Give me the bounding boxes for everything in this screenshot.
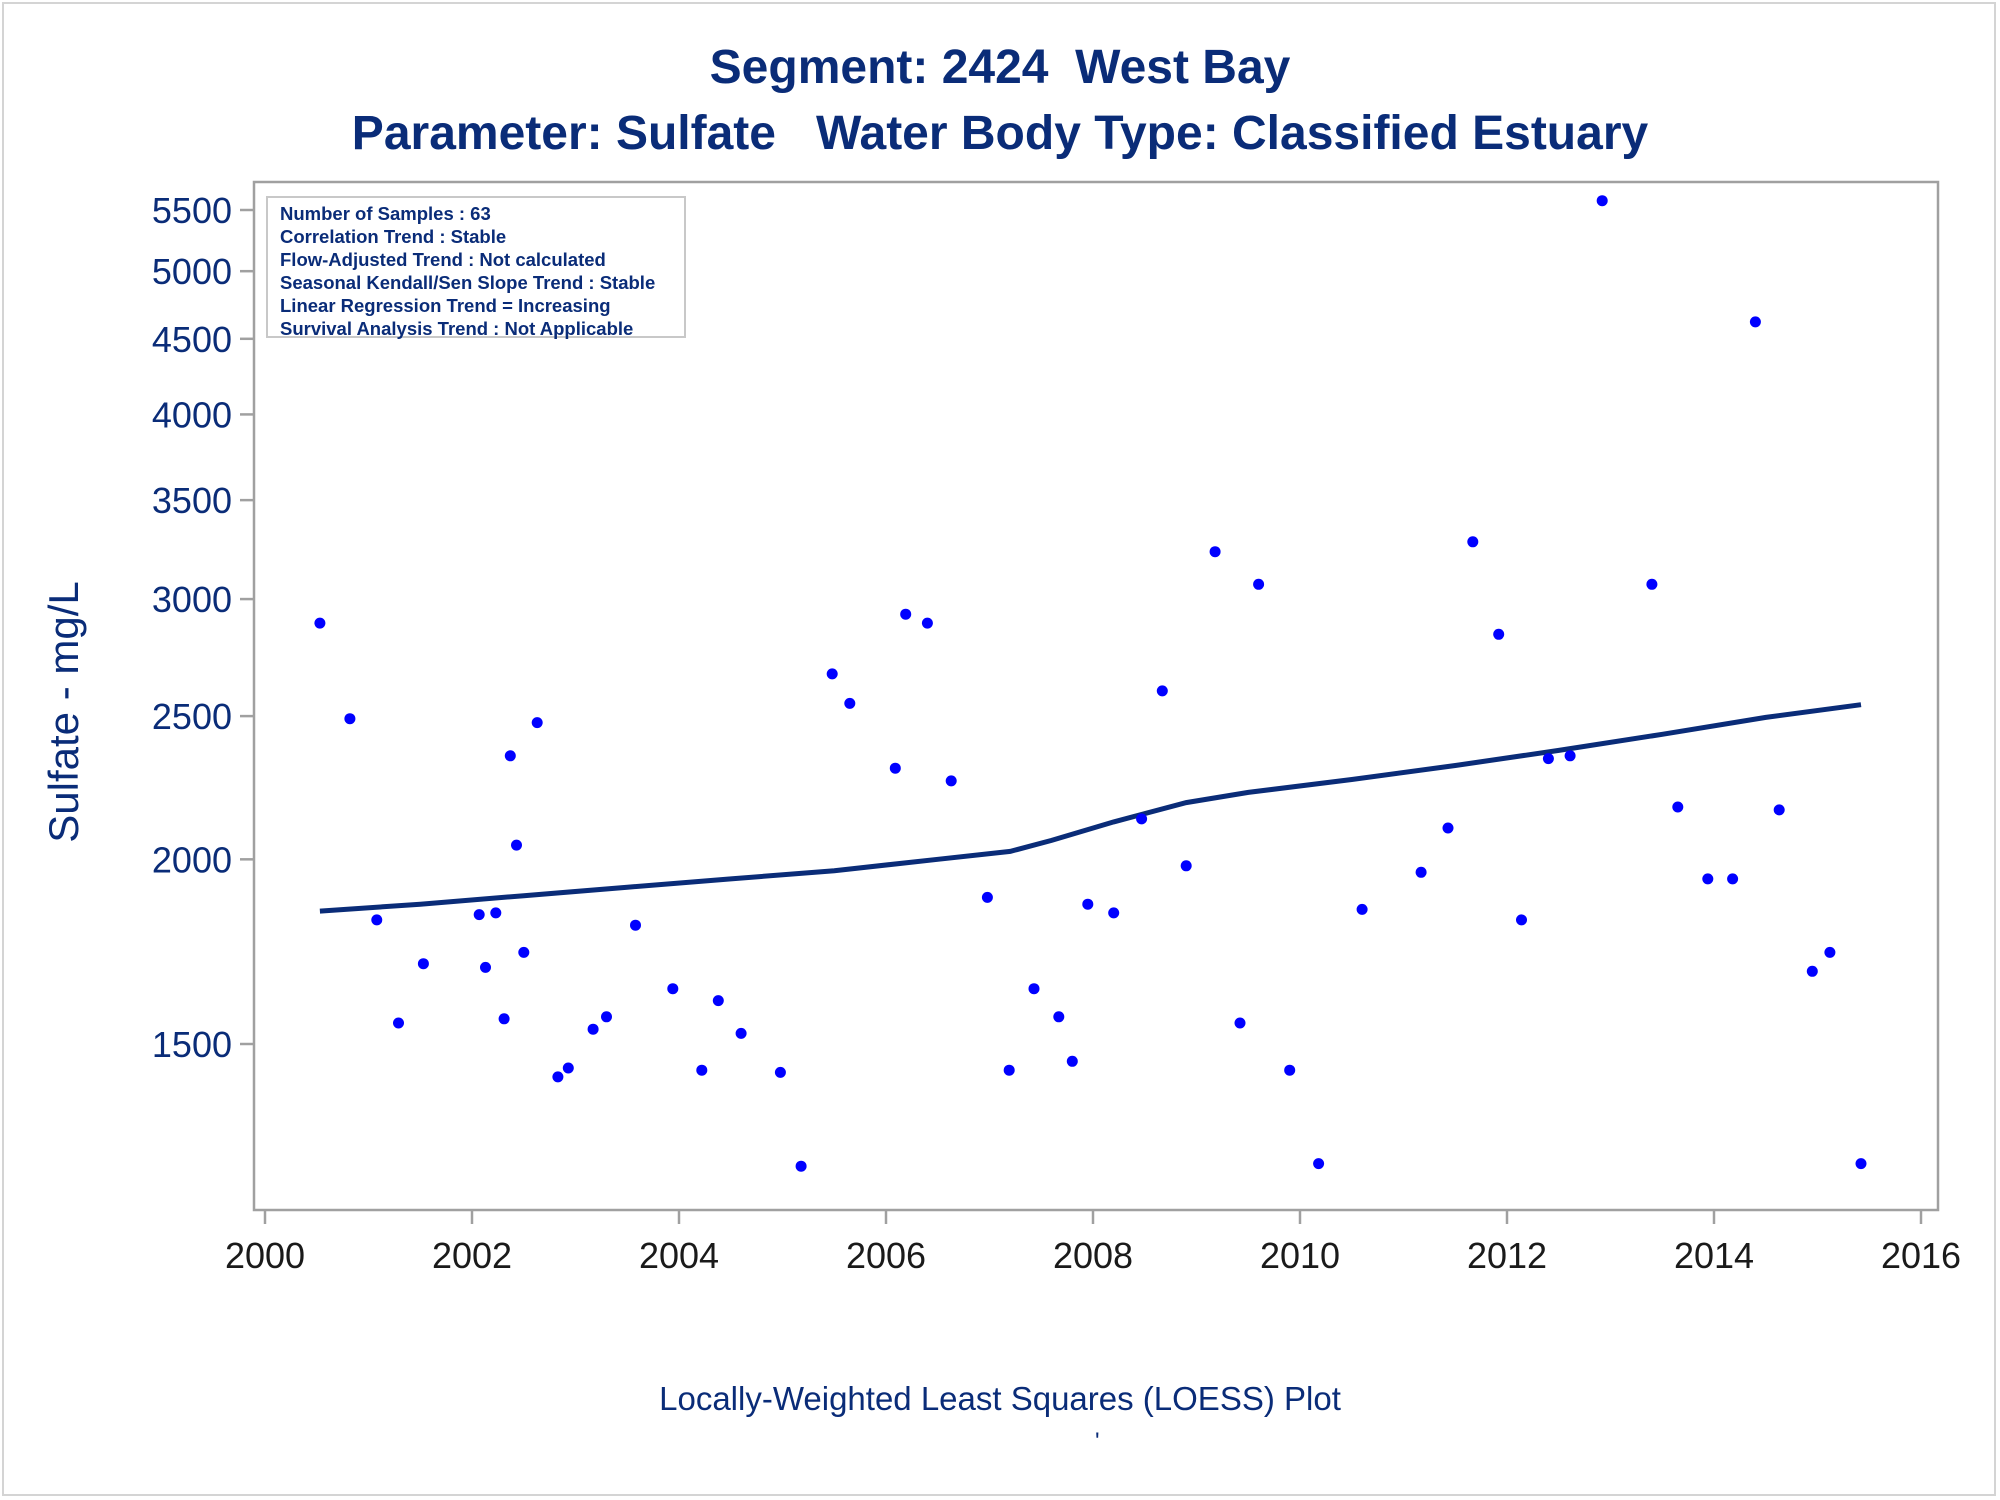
- x-tick-label: 2008: [1053, 1235, 1133, 1276]
- x-tick-label: 2016: [1881, 1235, 1961, 1276]
- y-tick-label: 5500: [152, 190, 232, 231]
- y-tick-label: 2500: [152, 696, 232, 737]
- data-point: [314, 617, 326, 629]
- data-point: [1855, 1158, 1867, 1170]
- data-point: [490, 907, 502, 919]
- data-point: [1442, 822, 1454, 834]
- y-tick-label: 5000: [152, 251, 232, 292]
- data-point: [473, 909, 485, 921]
- data-point: [344, 713, 356, 725]
- data-point: [1773, 804, 1785, 816]
- data-point: [1415, 866, 1427, 878]
- data-point: [1313, 1158, 1325, 1170]
- legend-survival-analysis-trend: Survival Analysis Trend : Not Applicable: [280, 318, 634, 339]
- data-point: [1702, 873, 1714, 885]
- data-point: [1516, 914, 1527, 926]
- data-point: [795, 1160, 807, 1172]
- legend-sample-count: Number of Samples : 63: [280, 203, 491, 224]
- data-point: [1053, 1011, 1065, 1023]
- data-point: [1253, 578, 1265, 590]
- data-point: [1209, 546, 1221, 558]
- data-points: [314, 195, 1867, 1172]
- data-point: [1066, 1055, 1078, 1067]
- data-point: [1646, 578, 1658, 590]
- data-point: [1467, 536, 1479, 548]
- y-tick-label: 1500: [152, 1024, 232, 1065]
- x-tick-label: 2012: [1467, 1235, 1547, 1276]
- x-tick-label: 2010: [1260, 1235, 1340, 1276]
- plot-frame: [252, 180, 1940, 1212]
- x-tick-label: 2014: [1674, 1235, 1754, 1276]
- y-tick-label: 3500: [152, 480, 232, 521]
- data-point: [1028, 983, 1040, 995]
- legend-correlation-trend: Correlation Trend : Stable: [280, 226, 507, 247]
- x-tick-label: 2002: [432, 1235, 512, 1276]
- data-point: [735, 1027, 747, 1039]
- x-tick-label: 2006: [846, 1235, 926, 1276]
- data-point: [774, 1066, 786, 1078]
- data-point: [511, 839, 522, 851]
- data-point: [1156, 685, 1168, 697]
- x-axis: 2000 2002 2004 2006 2008 2010 2012 2014 2016: [225, 1210, 1961, 1276]
- data-point: [889, 762, 901, 774]
- data-point: [1596, 195, 1608, 207]
- data-point: [562, 1062, 574, 1074]
- plot-footnote: Locally-Weighted Least Squares (LOESS) P…: [659, 1380, 1341, 1417]
- data-point: [1749, 316, 1761, 328]
- data-point: [498, 1013, 510, 1025]
- legend-seasonal-kendall-trend: Seasonal Kendall/Sen Slope Trend : Stabl…: [280, 272, 656, 293]
- y-tick-label: 3000: [152, 579, 232, 620]
- legend-linear-regression-trend: Linear Regression Trend = Increasing: [280, 295, 611, 316]
- data-point: [1824, 946, 1836, 958]
- data-point: [504, 750, 516, 762]
- y-tick-label: 4000: [152, 394, 232, 435]
- data-point: [1003, 1064, 1015, 1076]
- x-tick-label: 2000: [225, 1235, 305, 1276]
- data-point: [1564, 750, 1576, 762]
- y-axis: 1500 2000 2500 3000 3500 4000 4500 5000 5500: [152, 190, 254, 1065]
- data-point: [630, 919, 641, 931]
- data-point: [1672, 801, 1684, 813]
- data-point: [1493, 628, 1505, 640]
- data-point: [712, 995, 724, 1007]
- data-point: [1136, 813, 1148, 825]
- data-point: [1180, 860, 1192, 872]
- x-tick-label: 2004: [639, 1235, 719, 1276]
- data-point: [531, 717, 543, 729]
- data-point: [417, 958, 429, 970]
- chart-title: Segment: 2424 West Bay: [709, 41, 1291, 94]
- data-point: [480, 961, 491, 973]
- trend-legend-box: Number of Samples : 63 Correlation Trend…: [266, 196, 686, 339]
- data-point: [552, 1071, 564, 1083]
- y-tick-label: 4500: [152, 319, 232, 360]
- data-point: [371, 914, 383, 926]
- data-point: [393, 1017, 404, 1029]
- data-point: [826, 668, 838, 680]
- data-point: [1082, 898, 1094, 910]
- data-point: [1727, 873, 1739, 885]
- data-point: [844, 697, 856, 709]
- data-point: [1284, 1064, 1296, 1076]
- data-point: [900, 608, 912, 620]
- data-point: [1806, 965, 1818, 977]
- data-point: [518, 946, 530, 958]
- chart-subtitle: Parameter: Sulfate Water Body Type: Clas…: [351, 107, 1649, 160]
- data-point: [1542, 753, 1554, 765]
- data-point: [1108, 907, 1120, 919]
- data-point: [667, 983, 679, 995]
- data-point: [1234, 1017, 1246, 1029]
- loess-line: [319, 702, 1862, 914]
- data-point: [1356, 903, 1368, 915]
- footnote-mark: ': [1095, 1428, 1100, 1455]
- data-point: [921, 617, 933, 629]
- y-tick-label: 2000: [152, 839, 232, 880]
- data-point: [587, 1023, 599, 1035]
- data-point: [981, 891, 993, 903]
- data-point: [601, 1011, 612, 1023]
- legend-flow-adjusted-trend: Flow-Adjusted Trend : Not calculated: [280, 249, 606, 270]
- data-point: [945, 775, 957, 787]
- data-point: [696, 1064, 708, 1076]
